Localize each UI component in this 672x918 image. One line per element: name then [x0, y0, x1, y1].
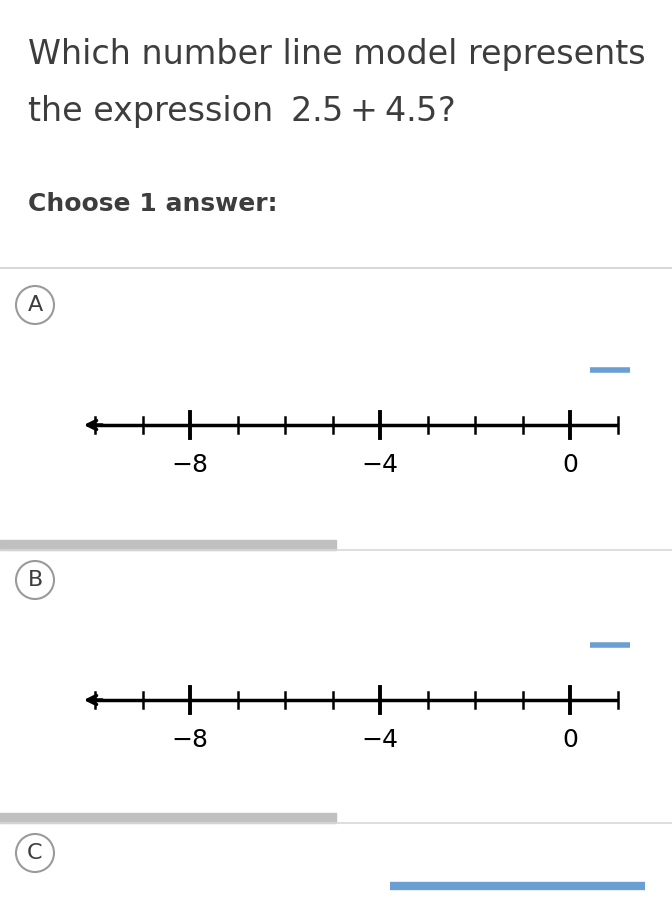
Text: −4: −4 [362, 728, 398, 752]
Bar [0, 813, 336, 823]
Text: Choose 1 answer:: Choose 1 answer: [28, 192, 278, 216]
Circle shape [16, 561, 54, 599]
Circle shape [16, 834, 54, 872]
Text: C: C [28, 843, 43, 863]
Text: Which number line model represents: Which number line model represents [28, 38, 646, 71]
Text: 0: 0 [562, 453, 579, 477]
Text: −4: −4 [362, 453, 398, 477]
Text: B: B [28, 570, 42, 590]
Circle shape [16, 286, 54, 324]
Text: the expression: the expression [28, 95, 284, 128]
Text: A: A [28, 295, 42, 315]
Bar [0, 540, 336, 550]
Text: −8: −8 [171, 453, 208, 477]
Text: −8: −8 [171, 728, 208, 752]
Text: $2.5 + 4.5$?: $2.5 + 4.5$? [290, 95, 454, 128]
Text: 0: 0 [562, 728, 579, 752]
